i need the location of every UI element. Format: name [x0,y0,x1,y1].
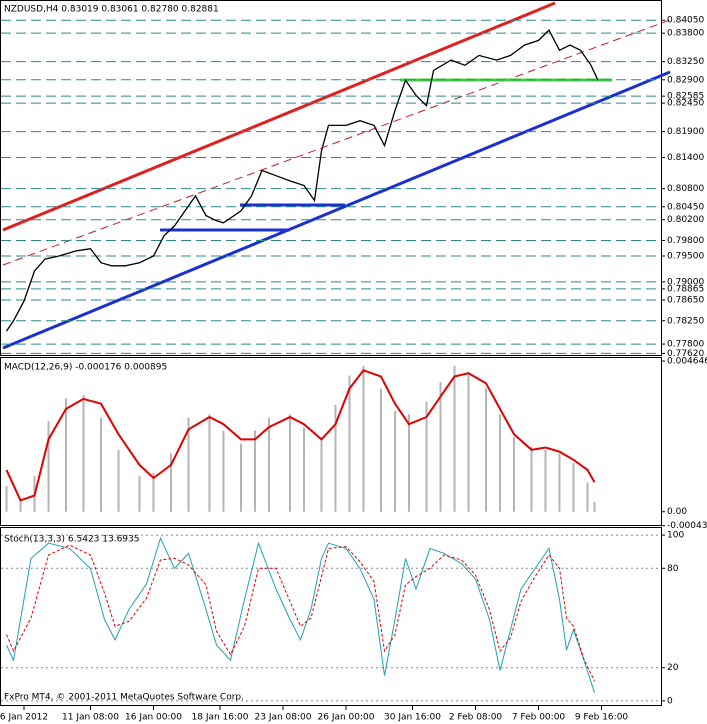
x-tick-label: 18 Jan 16:00 [192,713,249,723]
x-tick-label: 2 Feb 08:00 [449,713,503,723]
y-tick-label: 0.00 [667,507,687,517]
y-tick-label: 0.004646 [667,357,707,367]
macd-title: MACD(12,26,9) -0.000176 0.000895 [4,363,167,373]
footer: FxPro MT4, © 2001-2011 MetaQuotes Softwa… [4,693,244,703]
x-tick-label: 9 Feb 16:00 [575,713,629,723]
price-title: NZDUSD,H4 0.83019 0.83061 0.82780 0.8288… [4,5,219,15]
y-tick-label: 0.81900 [667,127,704,137]
y-tick-label: 0.81400 [667,153,704,163]
price-panel [0,0,662,356]
stoch-title: Stoch(13,3,3) 6.5423 13.6935 [4,535,139,545]
y-tick-label: 0.82450 [667,99,704,109]
stoch-panel [0,527,662,706]
macd-panel [0,357,662,526]
y-tick-label: 0.78865 [667,284,704,294]
price-line [5,29,599,332]
x-tick-label: 26 Jan 00:00 [318,713,375,723]
y-tick-label: 0.80800 [667,184,704,194]
x-tick-label: 16 Jan 00:00 [125,713,182,723]
y-tick-label: 0.78250 [667,316,704,326]
y-tick-label: 0.82585 [667,92,704,102]
y-tick-label: 0.83250 [667,57,704,67]
y-tick-label: 0.83800 [667,29,704,39]
y-tick-label: 100 [667,531,684,541]
y-tick-label: 0.77800 [667,340,704,350]
x-tick-label: 23 Jan 08:00 [255,713,312,723]
y-tick-label: 0.77620 [667,349,704,359]
y-tick-label: 20 [667,663,679,673]
indicator-line [5,369,596,502]
x-tick-label: 30 Jan 16:00 [384,713,441,723]
y-tick-label: 0.84050 [667,16,704,26]
y-tick-label: 0.82900 [667,75,704,85]
y-tick-label: 0.79000 [667,277,704,287]
x-tick-label: 11 Jan 08:00 [62,713,119,723]
indicator-line [6,544,595,682]
trendlines [2,1,671,350]
y-tick-label: 0.80450 [667,202,704,212]
x-tick-label: 6 Jan 2012 [0,713,48,723]
y-tick-label: 0.79500 [667,251,704,261]
y-tick-label: 0.78650 [667,296,704,306]
y-tick-label: 0.79800 [667,236,704,246]
x-tick-label: 7 Feb 00:00 [512,713,566,723]
y-tick-label: 0.80200 [667,215,704,225]
indicator-line [6,536,595,693]
y-tick-label: -0.00043 [667,521,707,531]
y-tick-label: 0 [667,696,673,706]
y-tick-label: 80 [667,564,679,574]
